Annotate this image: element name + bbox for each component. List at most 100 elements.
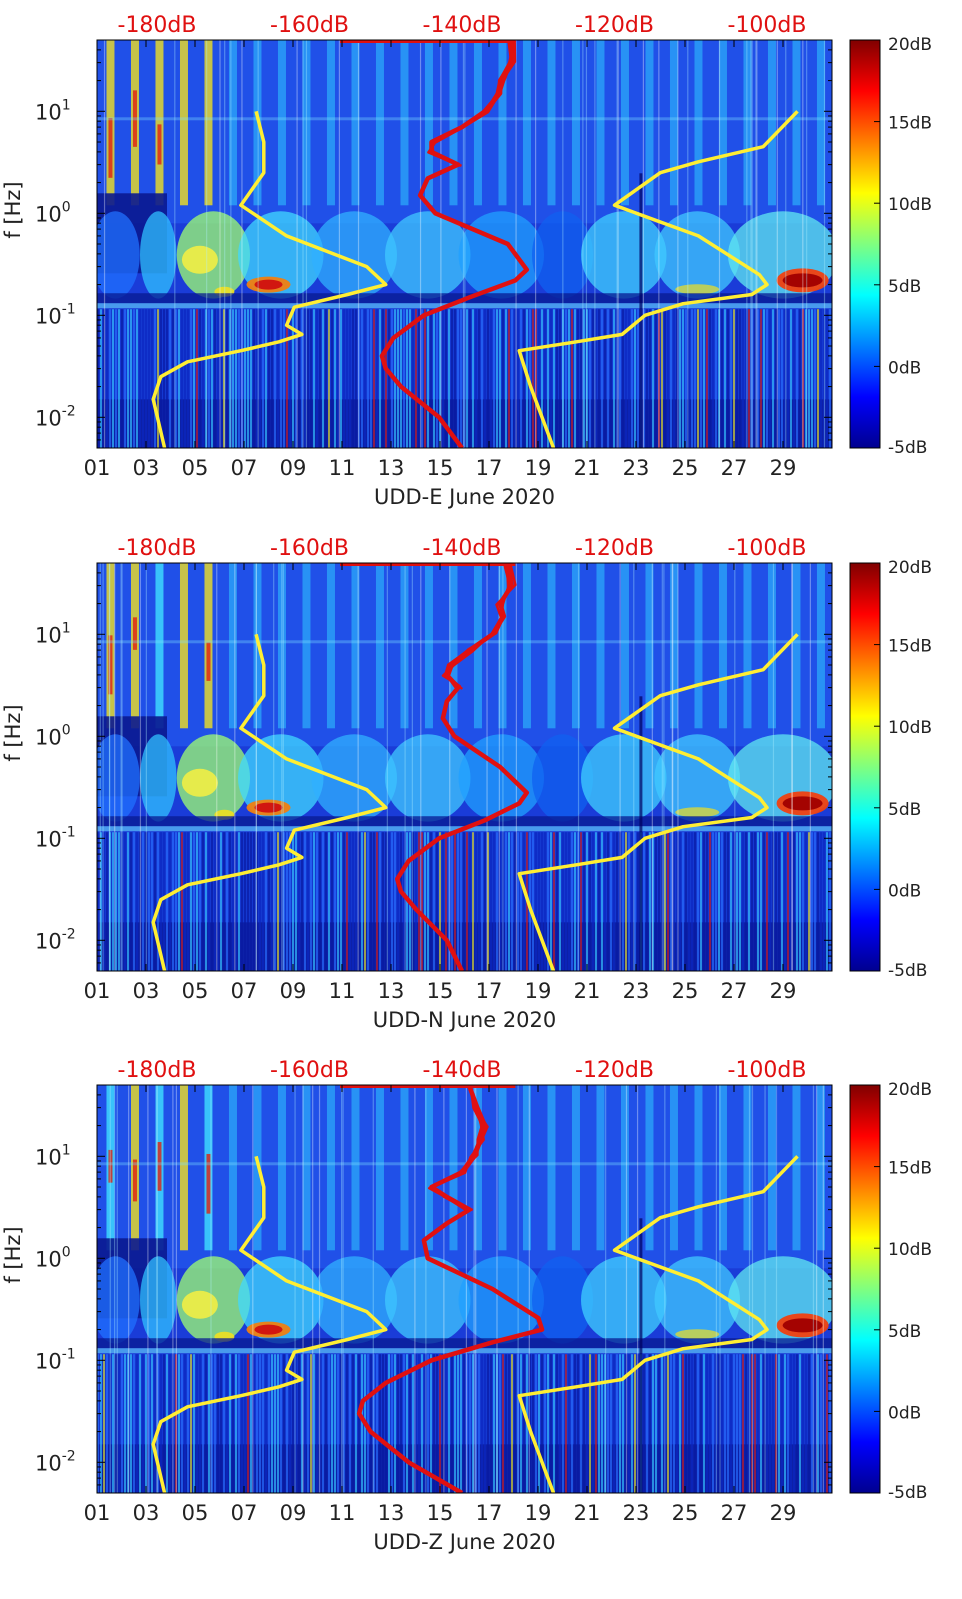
noise-stripe (490, 1354, 492, 1493)
transient-line (751, 40, 753, 448)
noise-stripe (655, 832, 657, 971)
x-tick-label: 05 (182, 456, 209, 480)
day-stripe (669, 563, 678, 729)
noise-stripe (430, 1354, 432, 1493)
noise-stripe (556, 832, 558, 971)
microseism-blob (238, 734, 324, 822)
noise-stripe (199, 832, 201, 971)
noise-stripe (643, 1354, 645, 1493)
day-stripe-hot (206, 642, 211, 681)
noise-stripe (760, 309, 762, 448)
noise-stripe (349, 832, 351, 971)
light-band (97, 303, 832, 309)
noise-stripe (352, 309, 354, 448)
noise-stripe (427, 1354, 429, 1493)
yellow-low-model-db (151, 1155, 388, 1493)
noise-stripe (817, 309, 819, 448)
noise-stripe (250, 832, 252, 971)
noise-stripe (364, 832, 366, 971)
microseism-blob (97, 211, 140, 299)
noise-stripe (277, 1354, 279, 1493)
noise-stripe (577, 1354, 579, 1493)
noise-stripe (646, 309, 648, 448)
day-stripe (228, 1085, 237, 1251)
y-axis-label: f [Hz] (1, 704, 25, 761)
day-stripe (522, 563, 531, 729)
noise-stripe (505, 1354, 507, 1493)
transient-line (715, 1085, 717, 1493)
noise-stripe (415, 1354, 417, 1493)
microseism-blob (140, 734, 177, 822)
day-stripe (424, 1085, 433, 1251)
noise-stripe (424, 1354, 426, 1493)
noise-stripe (148, 832, 150, 971)
noise-stripe (538, 309, 540, 448)
noise-stripe (313, 309, 315, 448)
transient-line (252, 1085, 254, 1493)
noise-stripe (133, 1354, 135, 1493)
y-tick-label: 10-2 (35, 926, 76, 953)
noise-stripe (157, 309, 159, 448)
transient-line (746, 40, 748, 448)
noise-stripe (253, 1354, 255, 1493)
noise-stripe (142, 832, 144, 971)
noise-stripe (550, 309, 552, 448)
y-tick-label: 101 (35, 620, 71, 647)
noise-stripe (574, 832, 576, 971)
noise-stripe (175, 309, 177, 448)
noise-stripe (181, 309, 183, 448)
noise-stripe (691, 309, 693, 448)
transient-line (440, 40, 442, 448)
noise-stripe (646, 832, 648, 971)
noise-stripe (451, 309, 453, 448)
noise-stripe (397, 309, 399, 448)
noise-stripe (331, 309, 333, 448)
transient-line (294, 1085, 296, 1493)
noise-stripe (235, 309, 237, 448)
day-stripe (498, 563, 507, 729)
noise-stripe (115, 309, 117, 448)
day-stripe (302, 1085, 311, 1251)
noise-stripe (799, 1354, 801, 1493)
noise-stripe (223, 832, 225, 971)
noise-stripe (331, 1354, 333, 1493)
noise-stripe (547, 309, 549, 448)
noise-stripe (121, 309, 123, 448)
noise-stripe (427, 309, 429, 448)
transient-line (420, 563, 422, 971)
noise-stripe (316, 309, 318, 448)
microseism-blob (532, 211, 593, 299)
microseism-blob (97, 1256, 140, 1344)
transient-line (776, 40, 778, 448)
noise-stripe (814, 309, 816, 448)
x-tick-label: 25 (672, 979, 699, 1003)
noise-stripe (373, 1354, 375, 1493)
energy-blob (181, 245, 218, 274)
noise-stripe (229, 832, 231, 971)
noise-stripe (157, 1354, 159, 1493)
noise-stripe (232, 832, 234, 971)
transient-line (386, 563, 388, 971)
noise-stripe (322, 1354, 324, 1493)
colorbar-tick-label: 5dB (888, 277, 921, 297)
noise-stripe (709, 1354, 711, 1493)
noise-stripe (172, 309, 174, 448)
noise-stripe (154, 1354, 156, 1493)
transient-line (664, 1085, 666, 1493)
noise-stripe (766, 1354, 768, 1493)
day-stripe (302, 40, 311, 206)
noise-stripe (124, 832, 126, 971)
noise-stripe (289, 832, 291, 971)
noise-stripe (811, 309, 813, 448)
noise-stripe (808, 1354, 810, 1493)
noise-stripe (649, 309, 651, 448)
transient-line (108, 563, 111, 971)
noise-stripe (475, 832, 477, 971)
noise-stripe (643, 832, 645, 971)
noise-stripe (742, 832, 744, 971)
noise-stripe (700, 309, 702, 448)
noise-stripe (139, 1354, 141, 1493)
noise-stripe (634, 832, 636, 971)
energy-blob (181, 1290, 218, 1319)
noise-stripe (388, 309, 390, 448)
